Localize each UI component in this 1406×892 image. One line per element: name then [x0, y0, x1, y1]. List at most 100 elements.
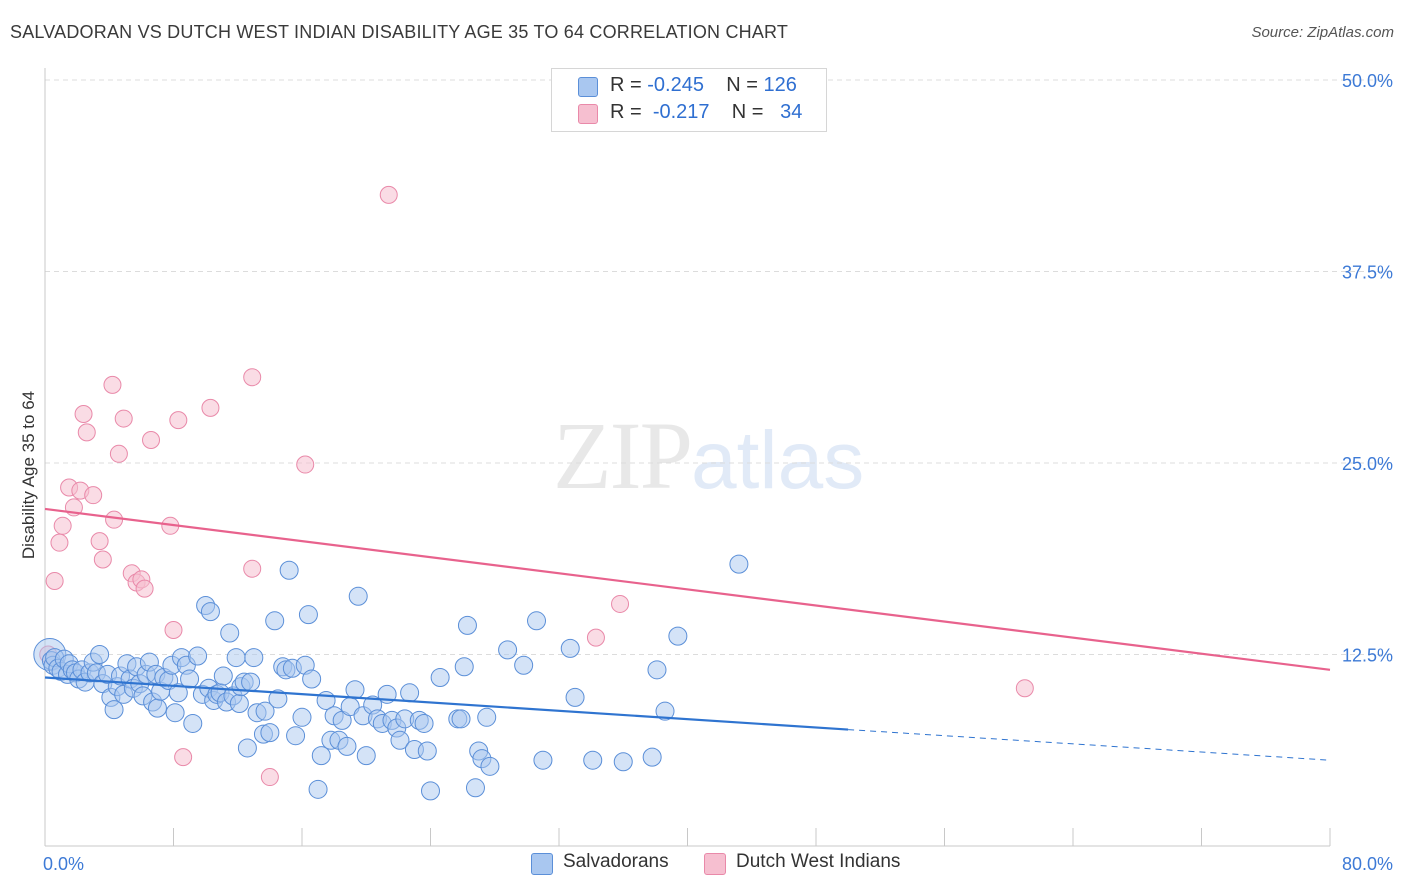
salvadoran-point	[647, 660, 667, 680]
dutch-west-indian-point	[201, 398, 220, 417]
legend-r-value-salvadorans: -0.245	[647, 74, 704, 96]
dutch-west-indian-point	[243, 368, 262, 387]
y-axis-label: Disability Age 35 to 64	[19, 391, 38, 559]
y-tick-label: 37.5%	[1342, 263, 1393, 283]
dutch-west-indian-point	[169, 411, 188, 430]
dutch-west-indian-point	[93, 550, 112, 569]
legend-r-value-dutch-west-indians: -0.217	[652, 101, 710, 123]
dutch-west-indian-point	[1015, 679, 1034, 698]
dutch-west-indian-point	[611, 594, 630, 613]
dutch-west-indian-point	[77, 423, 96, 442]
salvadoran-trend-extension	[848, 729, 1331, 761]
dutch-west-indian-point	[586, 628, 605, 647]
salvadoran-point	[583, 750, 603, 770]
salvadoran-point	[311, 746, 331, 766]
salvadoran-point	[345, 680, 365, 700]
salvadoran-point	[457, 615, 477, 635]
salvadoran-point	[213, 666, 233, 686]
dutch-west-indian-point	[84, 486, 103, 505]
salvadoran-point	[356, 746, 376, 766]
dutch-west-indian-point	[103, 375, 122, 394]
dutch-west-indian-point	[114, 409, 133, 428]
salvadoran-point	[533, 750, 553, 770]
salvadoran-point	[302, 669, 322, 689]
salvadoran-point	[265, 611, 285, 631]
salvadoran-point	[104, 700, 124, 720]
chart-title: SALVADORAN VS DUTCH WEST INDIAN DISABILI…	[10, 22, 789, 42]
dutch-west-indian-point	[296, 455, 315, 474]
salvadoran-point	[729, 554, 749, 574]
watermark-atlas: atlas	[691, 415, 865, 506]
salvadoran-point	[226, 648, 246, 668]
salvadoran-point	[220, 623, 240, 643]
legend-n-value-dutch-west-indians: 34	[780, 101, 803, 123]
x-tick-label-min: 0.0%	[43, 854, 84, 874]
dutch-west-indian-point	[243, 559, 262, 578]
salvadoran-point	[451, 709, 471, 729]
salvadoran-point	[613, 752, 633, 772]
salvadoran-point	[286, 726, 306, 746]
axes	[44, 68, 1331, 847]
salvadoran-point	[180, 669, 200, 689]
salvadoran-point	[279, 560, 299, 580]
salvadoran-point	[298, 605, 318, 625]
legend-r-label: R =	[610, 101, 642, 123]
trend-lines	[44, 507, 1331, 761]
dutch-west-indian-point	[164, 620, 183, 639]
legend-n-label: N =	[726, 74, 758, 96]
salvadoran-point	[168, 683, 188, 703]
salvadoran-point	[421, 781, 440, 801]
salvadoran-point	[430, 667, 450, 687]
y-tick-label: 25.0%	[1342, 454, 1393, 474]
dutch-west-indians-label: Dutch West Indians	[736, 851, 901, 872]
dutch-west-indian-point	[174, 748, 193, 767]
salvadoran-point	[565, 687, 585, 707]
salvadorans-swatch	[531, 853, 553, 875]
salvadoran-point	[498, 640, 518, 660]
salvadoran-point	[188, 646, 208, 666]
y-tick-label: 12.5%	[1342, 646, 1393, 666]
watermark: ZIPatlas	[553, 400, 864, 511]
x-tick-label-max: 80.0%	[1342, 854, 1393, 874]
salvadoran-point	[417, 741, 437, 761]
dutch-west-indian-point	[90, 532, 109, 551]
salvadoran-point	[260, 723, 280, 743]
y-tick-label: 50.0%	[1342, 71, 1393, 91]
legend-n-value-salvadorans: 126	[763, 74, 797, 96]
salvadoran-point	[465, 778, 485, 798]
source-text: Source: ZipAtlas.com	[1251, 24, 1394, 41]
salvadoran-point	[414, 713, 434, 733]
dutch-west-indian-point	[379, 185, 398, 204]
salvadoran-point	[165, 703, 185, 723]
dutch-west-indian-trend-line	[44, 507, 1331, 671]
salvadoran-trend-line	[44, 676, 849, 731]
salvadoran-point	[183, 713, 203, 733]
salvadoran-point	[244, 648, 264, 668]
salvadoran-point	[268, 689, 288, 709]
salvadoran-point	[90, 645, 110, 664]
salvadoran-point	[337, 736, 357, 756]
salvadoran-point	[390, 730, 410, 750]
salvadoran-point	[655, 701, 675, 721]
salvadoran-point	[642, 747, 662, 767]
salvadoran-point	[255, 701, 275, 721]
salvadoran-point	[229, 694, 249, 714]
salvadoran-point	[560, 638, 580, 658]
dutch-west-indian-point	[74, 404, 93, 423]
salvadoran-point	[454, 657, 474, 677]
axis-labels: 12.5% 25.0% 37.5% 50.0% 0.0% 80.0% Disability …	[19, 71, 1393, 874]
dutch-west-indian-point	[260, 768, 279, 787]
salvadoran-point	[348, 586, 368, 606]
salvadoran-point	[668, 626, 688, 646]
dutch-west-indian-point	[109, 444, 128, 463]
salvadorans-label: Salvadorans	[563, 851, 669, 872]
salvadoran-point	[237, 738, 257, 758]
legend-n-label: N =	[731, 101, 764, 123]
legend-r-label: R =	[610, 74, 642, 96]
salvadoran-point	[200, 602, 220, 622]
dutch-west-indians-swatch	[704, 853, 726, 875]
salvadoran-point	[241, 672, 261, 692]
salvadoran-point	[308, 779, 328, 799]
salvadoran-point	[400, 683, 420, 703]
